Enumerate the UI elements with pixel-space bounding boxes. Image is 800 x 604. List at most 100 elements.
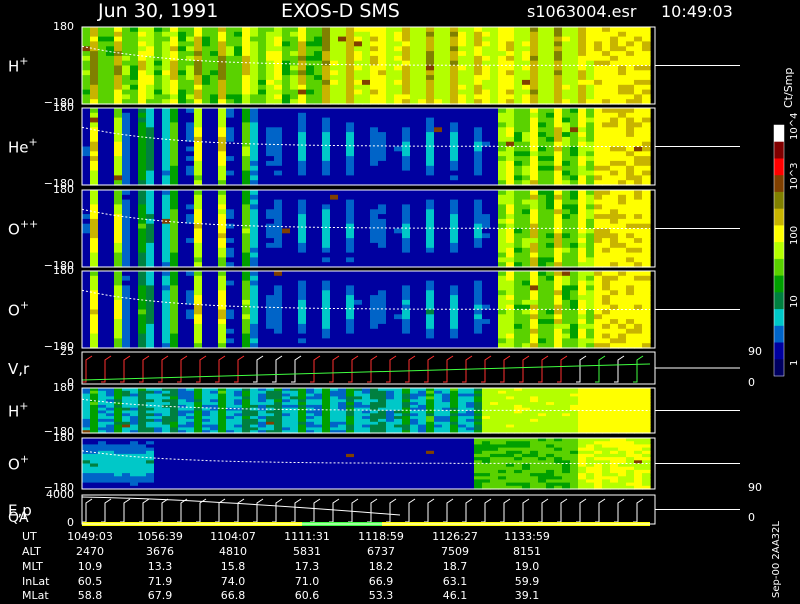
heatmap-cell xyxy=(554,290,563,295)
heatmap-cell xyxy=(482,334,491,339)
heatmap-cell xyxy=(554,300,563,305)
heatmap-cell xyxy=(186,329,195,334)
heatmap-cell xyxy=(482,248,491,253)
heatmap-cell xyxy=(186,94,195,99)
heatmap-cell xyxy=(154,41,163,46)
heatmap-cell xyxy=(226,61,235,66)
heatmap-cell xyxy=(482,238,491,243)
heatmap-cell xyxy=(490,113,499,118)
heatmap-cell xyxy=(146,171,155,176)
heatmap-cell xyxy=(354,334,363,339)
heatmap-cell xyxy=(418,171,427,176)
heatmap-cell xyxy=(538,122,547,127)
heatmap-cell xyxy=(546,75,555,80)
heatmap-cell xyxy=(490,90,499,95)
heatmap-cell xyxy=(378,271,387,276)
heatmap-cell xyxy=(146,224,155,229)
heatmap-cell xyxy=(458,147,467,152)
heatmap-cell xyxy=(570,132,579,137)
heatmap-cell xyxy=(530,46,539,51)
heatmap-cell xyxy=(242,27,251,32)
heatmap-cell xyxy=(594,219,603,224)
heatmap-cell xyxy=(490,51,499,56)
heatmap-cell xyxy=(418,166,427,171)
heatmap-cell xyxy=(98,142,107,147)
heatmap-cell xyxy=(562,122,571,127)
heatmap-cell xyxy=(106,324,115,329)
heatmap-cell xyxy=(338,151,347,156)
heatmap-cell xyxy=(154,161,163,166)
heatmap-cell xyxy=(466,70,475,75)
heatmap-cell xyxy=(314,224,323,229)
heatmap-cell xyxy=(298,61,307,66)
heatmap-cell xyxy=(370,204,379,209)
heatmap-cell xyxy=(242,295,251,300)
heatmap-cell xyxy=(306,329,315,334)
heatmap-cell xyxy=(282,113,291,118)
heatmap-cell xyxy=(90,214,99,219)
heatmap-cell xyxy=(602,56,611,61)
heatmap-cell xyxy=(314,305,323,310)
heatmap-cell xyxy=(578,253,587,258)
heatmap-cell xyxy=(170,214,179,219)
heatmap-cell xyxy=(578,51,587,56)
heatmap-cell xyxy=(82,204,91,209)
heatmap-cell xyxy=(418,122,427,127)
heatmap-cell xyxy=(490,238,499,243)
heatmap-cell xyxy=(210,90,219,95)
heatmap-cell xyxy=(234,290,243,295)
heatmap-cell xyxy=(258,248,267,253)
heatmap-cell xyxy=(114,122,123,127)
heatmap-cell xyxy=(586,161,595,166)
heatmap-cell xyxy=(626,285,635,290)
heatmap-cell xyxy=(290,80,299,85)
heatmap-cell xyxy=(362,200,371,205)
heatmap-cell xyxy=(314,37,323,42)
heatmap-cell xyxy=(570,243,579,248)
heatmap-cell xyxy=(90,243,99,248)
heatmap-cell xyxy=(490,257,499,262)
heatmap-cell xyxy=(378,171,387,176)
heatmap-cell xyxy=(586,132,595,137)
heatmap-cell xyxy=(450,175,459,180)
heatmap-cell xyxy=(570,253,579,258)
heatmap-cell xyxy=(546,238,555,243)
heatmap-cell xyxy=(538,46,547,51)
heatmap-cell xyxy=(426,56,435,61)
heatmap-cell xyxy=(490,190,499,195)
heatmap-cell xyxy=(378,285,387,290)
heatmap-cell xyxy=(194,46,203,51)
heatmap-cell xyxy=(306,257,315,262)
heatmap-cell xyxy=(530,51,539,56)
heatmap-cell xyxy=(162,253,171,258)
heatmap-cell xyxy=(498,314,507,319)
heatmap-cell xyxy=(170,80,179,85)
heatmap-cell xyxy=(466,329,475,334)
heatmap-cell xyxy=(266,56,275,61)
heatmap-cell xyxy=(458,238,467,243)
heatmap-cell xyxy=(154,61,163,66)
heatmap-cell xyxy=(506,190,515,195)
heatmap-cell xyxy=(498,27,507,32)
heatmap-cell xyxy=(642,290,651,295)
heatmap-cell xyxy=(442,66,451,71)
heatmap-cell xyxy=(522,51,531,56)
heatmap-cell xyxy=(570,46,579,51)
heatmap-cell xyxy=(226,281,235,286)
heatmap-cell xyxy=(146,209,155,214)
heatmap-cell xyxy=(298,310,307,315)
heatmap-cell xyxy=(594,271,603,276)
heatmap-cell xyxy=(130,334,139,339)
heatmap-cell xyxy=(522,156,531,161)
heatmap-cell xyxy=(586,195,595,200)
heatmap-cell xyxy=(354,147,363,152)
heatmap-cell xyxy=(530,171,539,176)
heatmap-cell xyxy=(562,338,571,343)
heatmap-cell xyxy=(594,175,603,180)
heatmap-cell xyxy=(226,243,235,248)
heatmap-cell xyxy=(626,276,635,281)
heatmap-cell xyxy=(162,338,171,343)
heatmap-cell xyxy=(570,233,579,238)
heatmap-cell xyxy=(322,80,331,85)
heatmap-cell xyxy=(266,300,275,305)
